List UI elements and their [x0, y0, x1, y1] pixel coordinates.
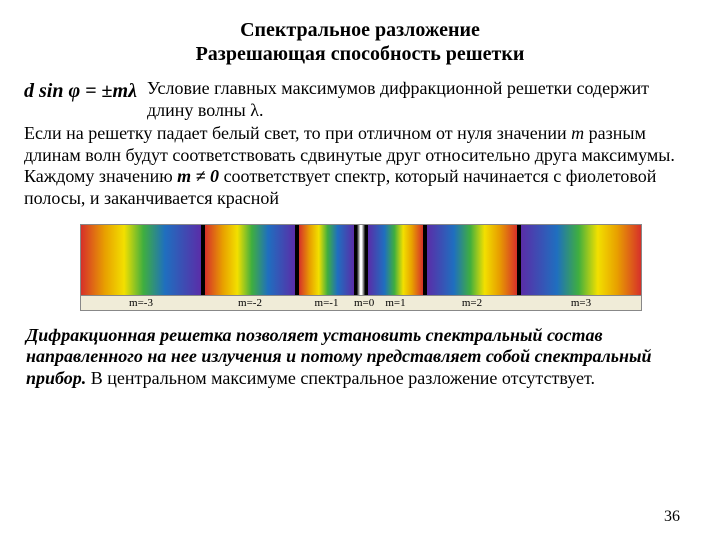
para1-m: m	[571, 123, 584, 143]
spectrum-order-label: m=-2	[205, 296, 295, 310]
grating-equation: d sin φ = ±mλ	[24, 78, 147, 103]
spectrum-order	[299, 225, 354, 295]
spectrum-figure: m=-3 m=-2 m=-1m=0m=1 m=2 m=3	[80, 224, 640, 311]
para1-body: Если на решетку падает белый свет, то пр…	[24, 123, 696, 209]
spectrum-labels: m=-3 m=-2 m=-1m=0m=1 m=2 m=3	[80, 296, 642, 311]
spectrum-order-label: m=-1	[299, 296, 354, 310]
title-line1: Спектральное разложение	[240, 19, 480, 41]
page-title: Спектральное разложение Разрешающая спос…	[24, 18, 696, 66]
spectrum-order-label: m=3	[521, 296, 641, 310]
spectrum-order	[521, 225, 641, 295]
page-number: 36	[664, 508, 680, 526]
formula-paragraph-row: d sin φ = ±mλ Условие главных максимумов…	[24, 78, 696, 121]
para1-b: Если на решетку падает белый свет, то пр…	[24, 123, 571, 143]
conclusion-paragraph: Дифракционная решетка позволяет установи…	[24, 325, 696, 390]
spectrum-order	[427, 225, 517, 295]
para1-lead: Условие главных максимумов дифракционной…	[147, 78, 696, 121]
conclusion-rest: В центральном максимуме спектральное раз…	[86, 368, 595, 388]
spectrum-order-label: m=1	[368, 296, 423, 310]
title-line2: Разрешающая способность решетки	[196, 43, 525, 65]
spectrum-order-label: m=2	[427, 296, 517, 310]
spectrum-order	[354, 225, 368, 295]
spectrum-order	[205, 225, 295, 295]
spectrum-order-label: m=0	[354, 296, 368, 310]
spectrum-order	[81, 225, 201, 295]
spectrum-order-label: m=-3	[81, 296, 201, 310]
spectrum-strip	[80, 224, 642, 296]
spectrum-order	[368, 225, 423, 295]
para1-mneq: m ≠ 0	[177, 166, 219, 186]
